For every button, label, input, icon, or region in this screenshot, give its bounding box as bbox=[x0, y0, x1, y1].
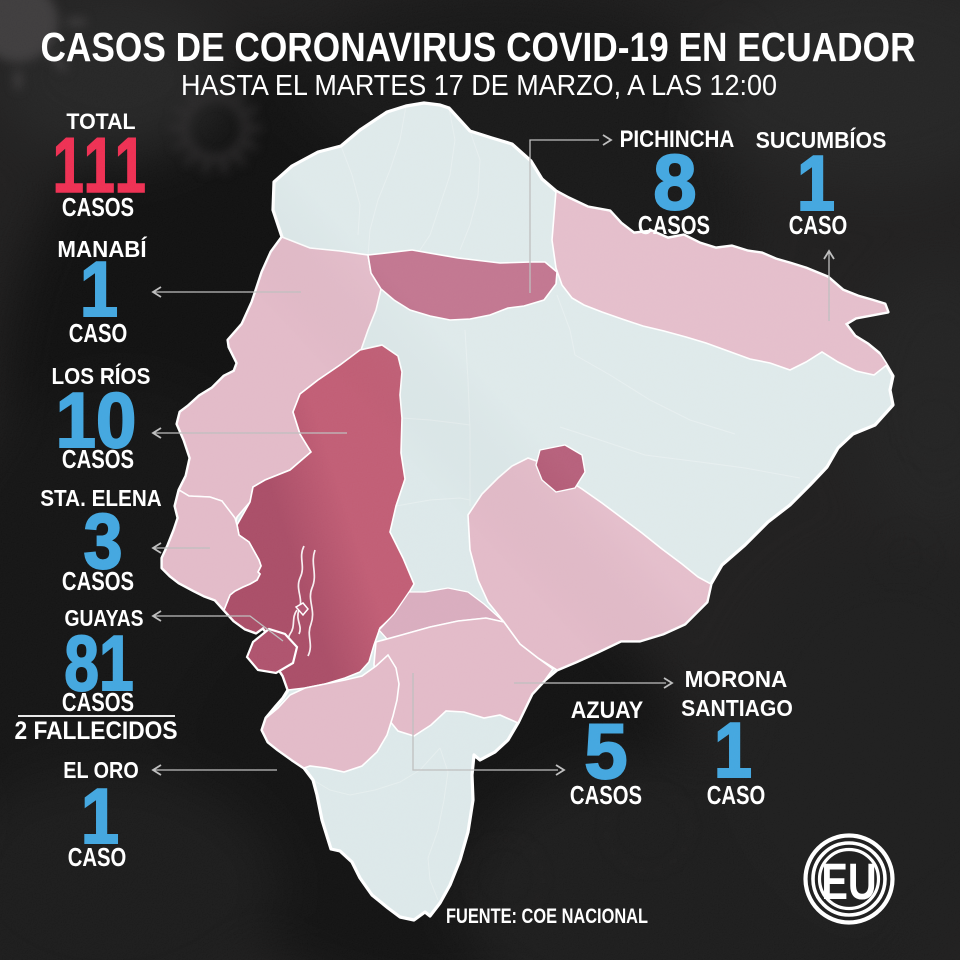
svg-text:EU: EU bbox=[821, 853, 876, 910]
